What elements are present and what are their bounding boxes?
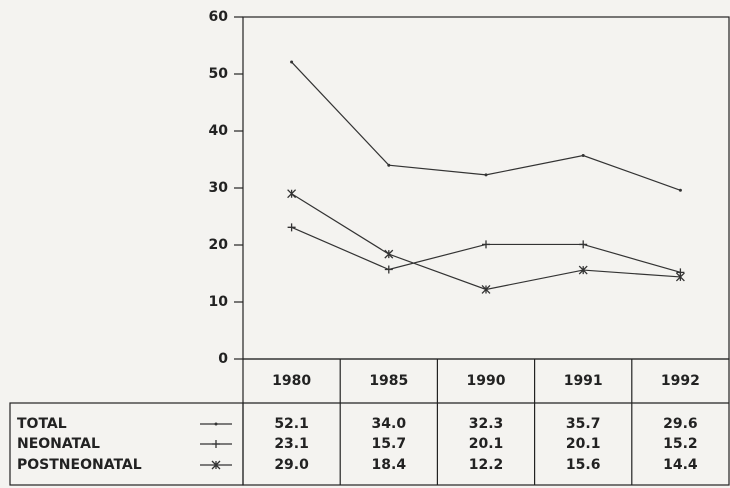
marker: [290, 60, 294, 64]
table-value: 23.1: [274, 436, 309, 452]
y-tick-label: 60: [209, 9, 229, 25]
marker: [211, 460, 221, 470]
marker: [581, 154, 585, 158]
x-tick-label: 1992: [661, 373, 700, 389]
marker: [482, 240, 490, 249]
table-value: 34.0: [372, 416, 407, 432]
marker: [579, 240, 588, 249]
series-line: [291, 61, 681, 191]
x-tick-label: 1980: [272, 373, 311, 389]
table-value: 29.6: [663, 416, 698, 432]
x-tick-label: 1991: [564, 373, 603, 389]
legend-label: NEONATAL: [17, 436, 100, 452]
table-value: 32.3: [469, 416, 504, 432]
y-tick-label: 10: [209, 294, 229, 310]
y-tick-label: 20: [209, 237, 229, 253]
marker: [287, 223, 296, 232]
table-value: 15.2: [663, 436, 698, 452]
legend-label: POSTNEONATAL: [17, 457, 142, 473]
x-tick-label: 1985: [369, 373, 408, 389]
legend-frame: [9, 402, 244, 486]
marker: [675, 272, 685, 282]
marker: [481, 285, 491, 294]
marker: [212, 440, 220, 448]
table-value: 15.6: [566, 457, 601, 473]
table-value: 52.1: [274, 416, 309, 432]
marker: [484, 173, 488, 177]
marker: [214, 422, 218, 426]
x-tick-label: 1990: [467, 373, 506, 389]
plot-frame: [242, 16, 730, 360]
legend-label: TOTAL: [17, 416, 67, 432]
table-value: 15.7: [372, 436, 407, 452]
y-tick-label: 50: [209, 66, 229, 82]
table-value: 12.2: [469, 457, 504, 473]
table-value: 14.4: [663, 457, 698, 473]
y-tick-label: 0: [218, 351, 228, 367]
marker: [678, 188, 682, 192]
marker: [384, 249, 394, 259]
table-value: 18.4: [372, 457, 407, 473]
table-value: 35.7: [566, 416, 601, 432]
marker: [287, 189, 297, 199]
marker: [578, 265, 588, 275]
y-tick-label: 40: [209, 123, 229, 139]
table-value: 20.1: [469, 436, 504, 452]
series-line: [291, 226, 681, 273]
table-value: 20.1: [566, 436, 601, 452]
table-value: 29.0: [274, 457, 309, 473]
marker: [384, 265, 393, 274]
marker: [387, 163, 391, 167]
y-tick-label: 30: [209, 180, 229, 196]
